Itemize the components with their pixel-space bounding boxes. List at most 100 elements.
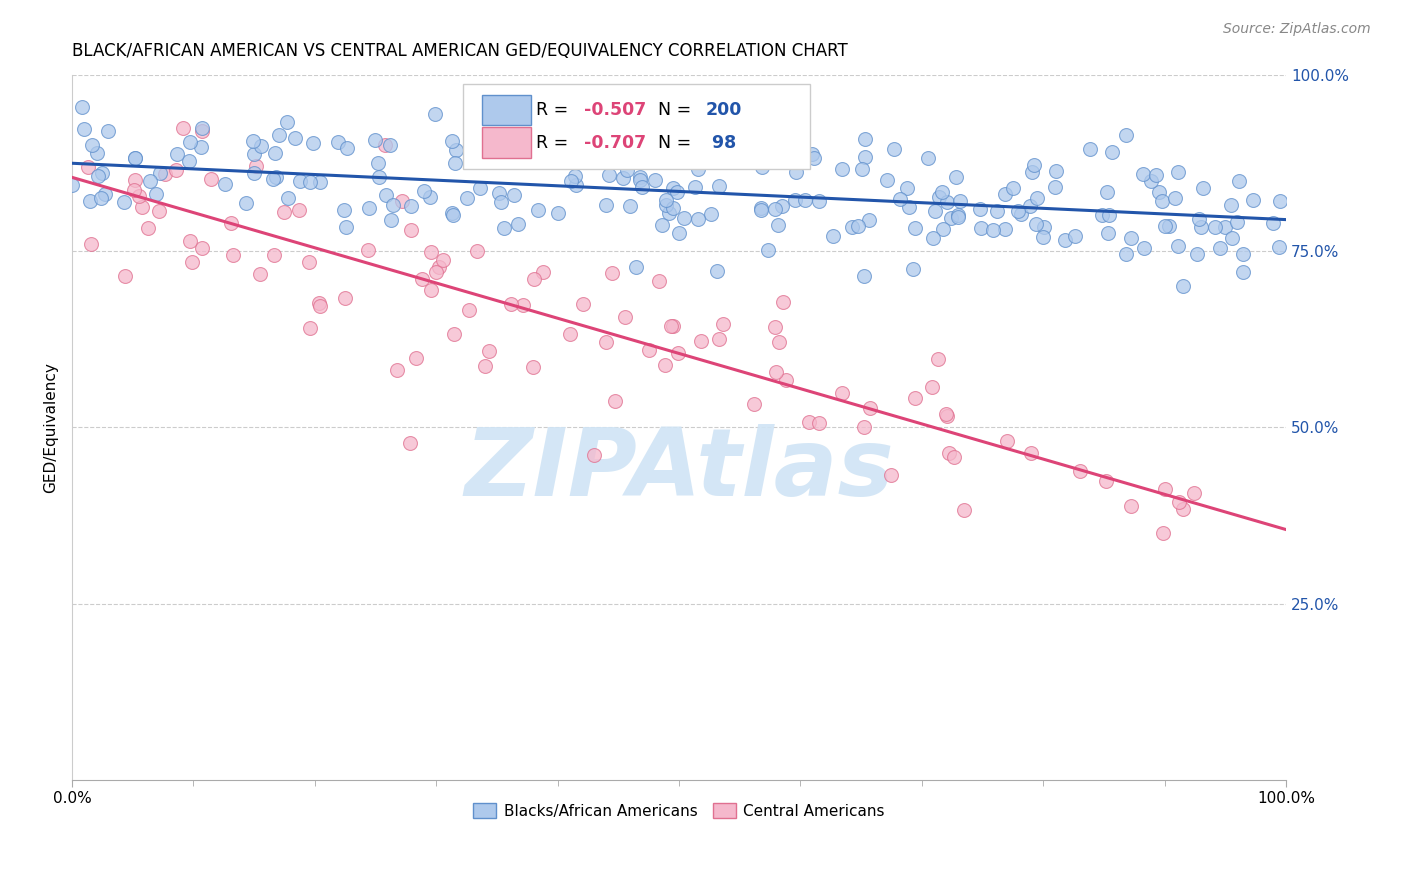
Text: ZIPAtlas: ZIPAtlas [464,424,894,516]
Point [124,151,146,165]
Point [603,393,626,408]
Point [456,191,478,205]
Point [1095,474,1118,488]
Point [179,136,201,150]
Point [1144,168,1167,182]
Point [411,271,433,285]
Point [598,168,620,182]
Point [420,283,443,297]
Point [288,202,311,217]
Point [219,216,242,230]
Point [794,194,817,208]
Point [364,133,387,147]
Point [249,267,271,281]
Point [405,351,427,365]
Point [478,343,501,358]
Point [222,247,245,261]
Point [659,318,682,333]
Point [515,114,537,128]
Point [922,231,945,245]
Point [943,450,966,465]
Point [662,318,685,333]
Point [917,151,939,165]
Point [711,318,734,332]
Point [465,244,488,258]
Point [662,201,685,215]
Point [564,137,586,152]
Point [1025,217,1047,231]
Point [427,260,450,274]
Point [308,295,330,310]
Point [1121,500,1143,514]
Point [852,268,875,283]
Point [883,143,905,157]
Point [595,198,617,212]
Point [264,170,287,185]
Point [374,137,396,152]
Point [1019,199,1042,213]
Point [1139,173,1161,187]
Point [380,212,402,227]
Point [1167,239,1189,253]
Point [901,262,924,277]
Point [763,319,786,334]
Point [619,199,641,213]
Point [1208,241,1230,255]
Point [512,298,534,312]
Point [302,136,325,151]
Point [938,445,960,459]
Point [263,248,285,262]
Point [560,174,582,188]
Point [668,227,690,241]
Point [124,151,146,165]
Point [425,265,447,279]
Point [1054,233,1077,247]
Point [1185,246,1208,260]
Point [927,351,949,366]
Point [93,186,115,201]
Point [97,124,120,138]
Point [846,219,869,233]
Point [191,124,214,138]
Point [519,141,541,155]
Point [326,135,349,149]
Point [939,211,962,225]
Point [565,178,588,193]
Point [77,160,100,174]
Point [831,385,853,400]
Point [474,359,496,374]
Point [946,208,969,222]
Point [1098,208,1121,222]
Point [644,172,666,186]
Point [666,346,689,360]
Text: R =: R = [536,134,574,152]
Point [707,332,730,346]
Point [181,255,204,269]
Point [309,175,332,189]
Point [749,201,772,215]
Point [953,502,976,516]
Point [1007,204,1029,219]
Point [859,401,882,416]
Point [751,151,773,165]
Point [1043,180,1066,194]
Point [1227,174,1250,188]
Point [153,167,176,181]
Point [765,202,787,216]
Point [243,146,266,161]
Point [523,272,546,286]
Point [122,183,145,197]
Y-axis label: GED/Equivalency: GED/Equivalency [44,362,58,493]
Point [823,228,845,243]
Point [981,223,1004,237]
Point [332,203,354,218]
Point [503,188,526,202]
Point [87,169,110,183]
Point [276,114,298,128]
Point [190,140,212,154]
Point [547,206,569,220]
Point [807,416,830,430]
Point [935,407,957,421]
Point [269,128,291,143]
Point [1115,128,1137,142]
